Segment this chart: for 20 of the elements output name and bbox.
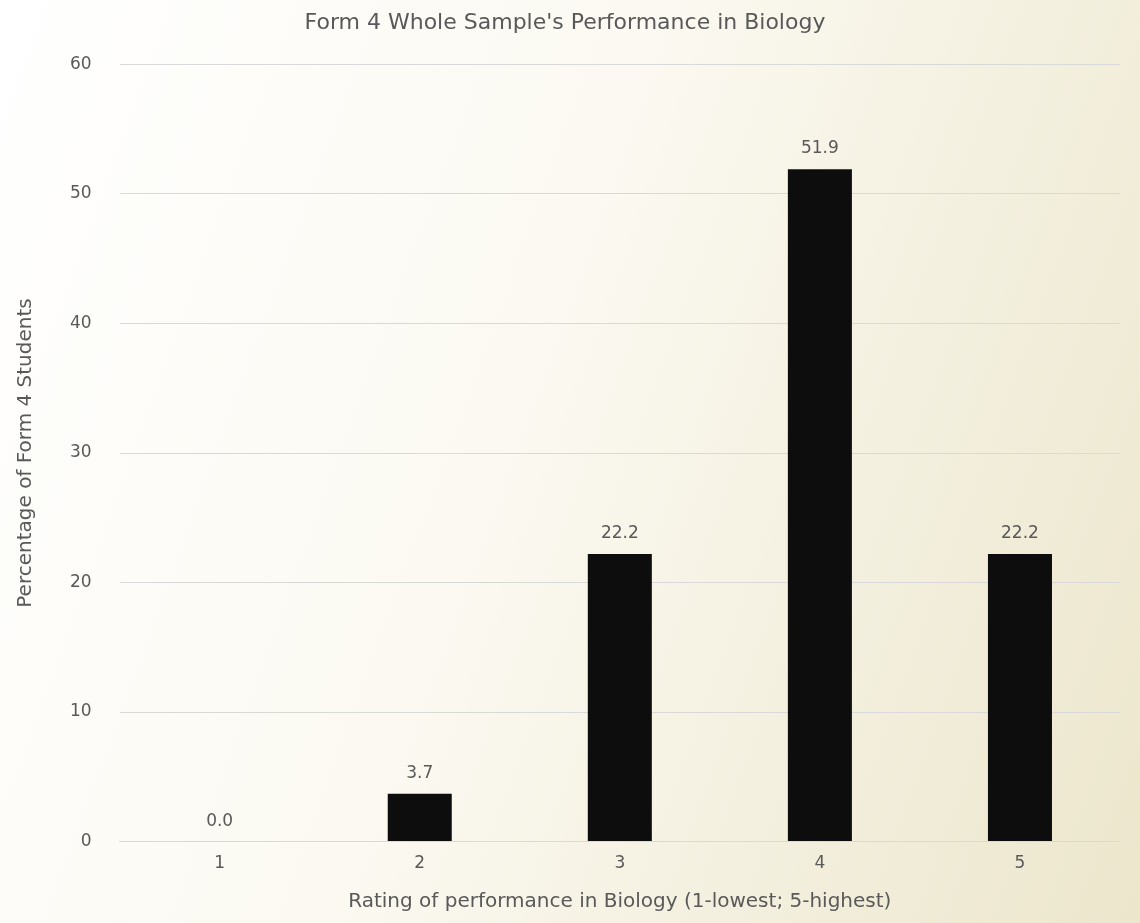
- x-axis-title: Rating of performance in Biology (1-lowest; 5-highest): [348, 888, 892, 913]
- data-label: 22.2: [600, 521, 639, 542]
- y-tick-label: 40: [69, 311, 92, 332]
- y-tick-label: 50: [69, 182, 92, 203]
- y-tick-label: 20: [69, 570, 92, 591]
- x-tick-label: 2: [414, 852, 426, 873]
- x-tick-label: 5: [1014, 852, 1026, 873]
- y-tick-label: 10: [69, 700, 92, 721]
- y-tick-label: 60: [69, 52, 92, 73]
- data-label: 22.2: [1001, 521, 1039, 542]
- y-tick-label: 0: [80, 830, 92, 851]
- y-tick-label: 30: [69, 441, 92, 462]
- y-axis-title: Percentage of Form 4 Students: [12, 298, 37, 608]
- chart-title: Form 4 Whole Sample's Performance in Biology: [304, 8, 826, 34]
- x-tick-label: 3: [614, 852, 626, 873]
- data-label: 51.9: [800, 137, 839, 158]
- x-tick-label: 1: [214, 852, 226, 873]
- data-label: 3.7: [406, 761, 434, 782]
- x-tick-label: 4: [814, 852, 826, 873]
- data-label: 0.0: [206, 809, 234, 830]
